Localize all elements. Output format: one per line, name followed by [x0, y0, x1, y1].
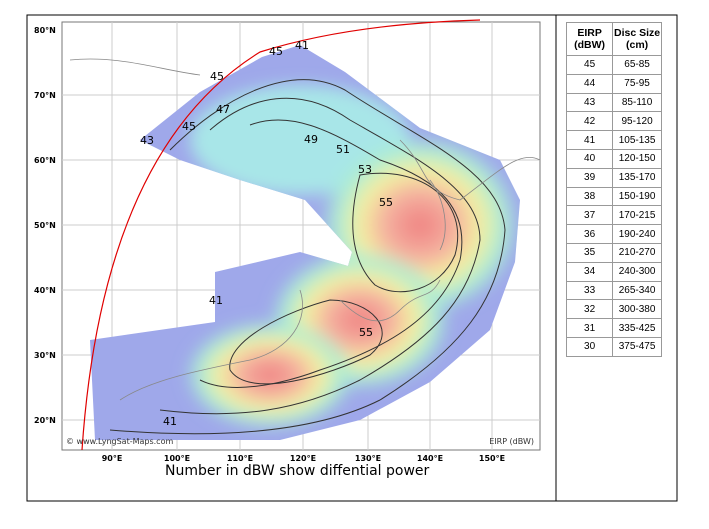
table-cell: 135-170 [612, 167, 662, 188]
lon-label: 140°E [417, 454, 443, 463]
contour-label: 41 [209, 294, 223, 307]
table-cell: 150-190 [612, 186, 662, 207]
contour-label: 41 [163, 415, 177, 428]
table-cell: 240-300 [612, 261, 662, 282]
table-cell: 85-110 [612, 92, 662, 113]
table-cell: 335-425 [612, 318, 662, 338]
table-cell: 170-215 [612, 205, 662, 226]
contour-label: 43 [140, 134, 154, 147]
table-cell: 43 [565, 92, 614, 113]
table-row: 45 65-85 [565, 55, 662, 75]
table-row: 42 95-120 [565, 111, 662, 132]
lon-label: 110°E [227, 454, 253, 463]
table-cell: 75-95 [612, 73, 662, 94]
lon-label: 120°E [290, 454, 316, 463]
coastlines [69, 58, 541, 401]
lon-label: 100°E [164, 454, 190, 463]
caption: Number in dBW show diffential power [165, 463, 430, 479]
lon-label: 150°E [479, 454, 505, 463]
table-row: 40 120-150 [565, 148, 662, 169]
table-row: 39 135-170 [565, 167, 662, 188]
table-cell: 34 [565, 261, 614, 282]
table-cell: 95-120 [612, 111, 662, 132]
table-row: 32 300-380 [565, 299, 662, 320]
table-cell: 38 [565, 186, 614, 207]
contour-label: 41 [295, 39, 309, 52]
table-cell: 33 [565, 280, 614, 301]
lat-label: 70°N [34, 91, 56, 100]
contour-label: 55 [379, 196, 393, 209]
lat-label: 80°N [34, 26, 56, 35]
contour-label: 45 [210, 70, 224, 83]
contour-label: 45 [182, 120, 196, 133]
table-row: 41 105-135 [565, 130, 662, 150]
table-cell: 265-340 [612, 280, 662, 301]
lat-label: 50°N [34, 221, 56, 230]
lat-label: 30°N [34, 351, 56, 360]
lat-label: 20°N [34, 416, 56, 425]
contour-label: 45 [269, 45, 283, 58]
table-cell: 42 [565, 111, 614, 132]
table-cell: 45 [565, 55, 614, 75]
table-cell: 375-475 [612, 336, 662, 357]
table-cell: 37 [565, 205, 614, 226]
table-row: 38 150-190 [565, 186, 662, 207]
contour-label: 49 [304, 133, 318, 146]
table-row: 37 170-215 [565, 205, 662, 226]
lon-label: 90°E [102, 454, 123, 463]
table-row: 31 335-425 [565, 318, 662, 338]
header-cell: Disc Size (cm) [612, 22, 662, 56]
table-cell: 44 [565, 73, 614, 94]
visibility-edge [81, 19, 481, 451]
table-cell: 35 [565, 242, 614, 263]
table-row: 30 375-475 [565, 336, 662, 357]
lon-label: 130°E [355, 454, 381, 463]
table-cell: 300-380 [612, 299, 662, 320]
table-row: 34 240-300 [565, 261, 662, 282]
table-cell: 210-270 [612, 242, 662, 263]
table-cell: 31 [565, 318, 614, 338]
table-cell: 32 [565, 299, 614, 320]
unit-label: EIRP (dBW) [489, 437, 534, 446]
table-row: 36 190-240 [565, 224, 662, 244]
lat-label: 40°N [34, 286, 56, 295]
header-cell: EIRP (dBW) [565, 22, 614, 56]
contour-label: 51 [336, 143, 350, 156]
contour-label: 47 [216, 103, 230, 116]
table-cell: 65-85 [612, 55, 662, 75]
table-row: 44 75-95 [565, 73, 662, 94]
table-cell: 105-135 [612, 130, 662, 150]
table-cell: 190-240 [612, 224, 662, 244]
table-cell: 41 [565, 130, 614, 150]
eirp-table: EIRP (dBW) Disc Size (cm) 45 65-85 44 75-95 43… [565, 22, 662, 357]
outer-frame [26, 14, 678, 502]
contour-label: 53 [358, 163, 372, 176]
contour-label: 55 [359, 326, 373, 339]
table-row: 35 210-270 [565, 242, 662, 263]
header-row: EIRP (dBW) Disc Size (cm) [565, 22, 662, 56]
table-cell: 120-150 [612, 148, 662, 169]
table-cell: 36 [565, 224, 614, 244]
table-row: 33 265-340 [565, 280, 662, 301]
table-cell: 39 [565, 167, 614, 188]
table-row: 43 85-110 [565, 92, 662, 113]
table-cell: 40 [565, 148, 614, 169]
table-cell: 30 [565, 336, 614, 357]
lat-label: 60°N [34, 156, 56, 165]
credit: © www.LyngSat-Maps.com [66, 437, 173, 446]
